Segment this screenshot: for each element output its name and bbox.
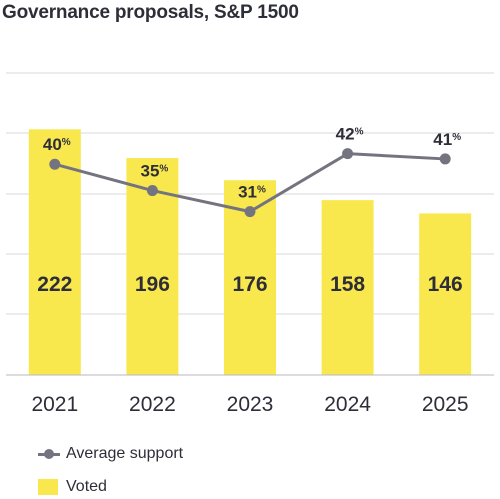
legend-item-voted: Voted xyxy=(38,478,107,496)
bar-value-label: 196 xyxy=(135,273,170,296)
bar-value-label: 146 xyxy=(428,273,463,296)
x-tick-label: 2023 xyxy=(227,393,274,416)
bar-2024 xyxy=(321,200,374,375)
x-tick-label: 2024 xyxy=(324,393,371,416)
average-support-point xyxy=(146,185,158,197)
x-tick-label: 2025 xyxy=(422,393,469,416)
average-support-point xyxy=(244,206,256,218)
x-tick-label: 2021 xyxy=(31,393,78,416)
bar-value-label: 176 xyxy=(232,273,267,296)
bar-2025 xyxy=(419,213,472,375)
legend-label-average-support: Average support xyxy=(66,445,184,462)
legend-label-voted: Voted xyxy=(66,478,107,495)
line-value-label: 42% xyxy=(336,125,364,144)
legend-item-average-support: Average support xyxy=(38,445,183,463)
average-support-point xyxy=(342,148,354,160)
chart-title: Governance proposals, S&P 1500 xyxy=(2,2,299,23)
bar-value-label: 222 xyxy=(37,273,72,296)
x-tick-label: 2022 xyxy=(129,393,176,416)
line-value-label: 41% xyxy=(433,130,461,149)
bar-swatch-icon xyxy=(38,479,58,495)
average-support-point xyxy=(49,158,61,170)
average-support-point xyxy=(439,153,451,165)
line-marker-icon xyxy=(38,447,60,461)
bar-value-label: 158 xyxy=(330,273,365,296)
